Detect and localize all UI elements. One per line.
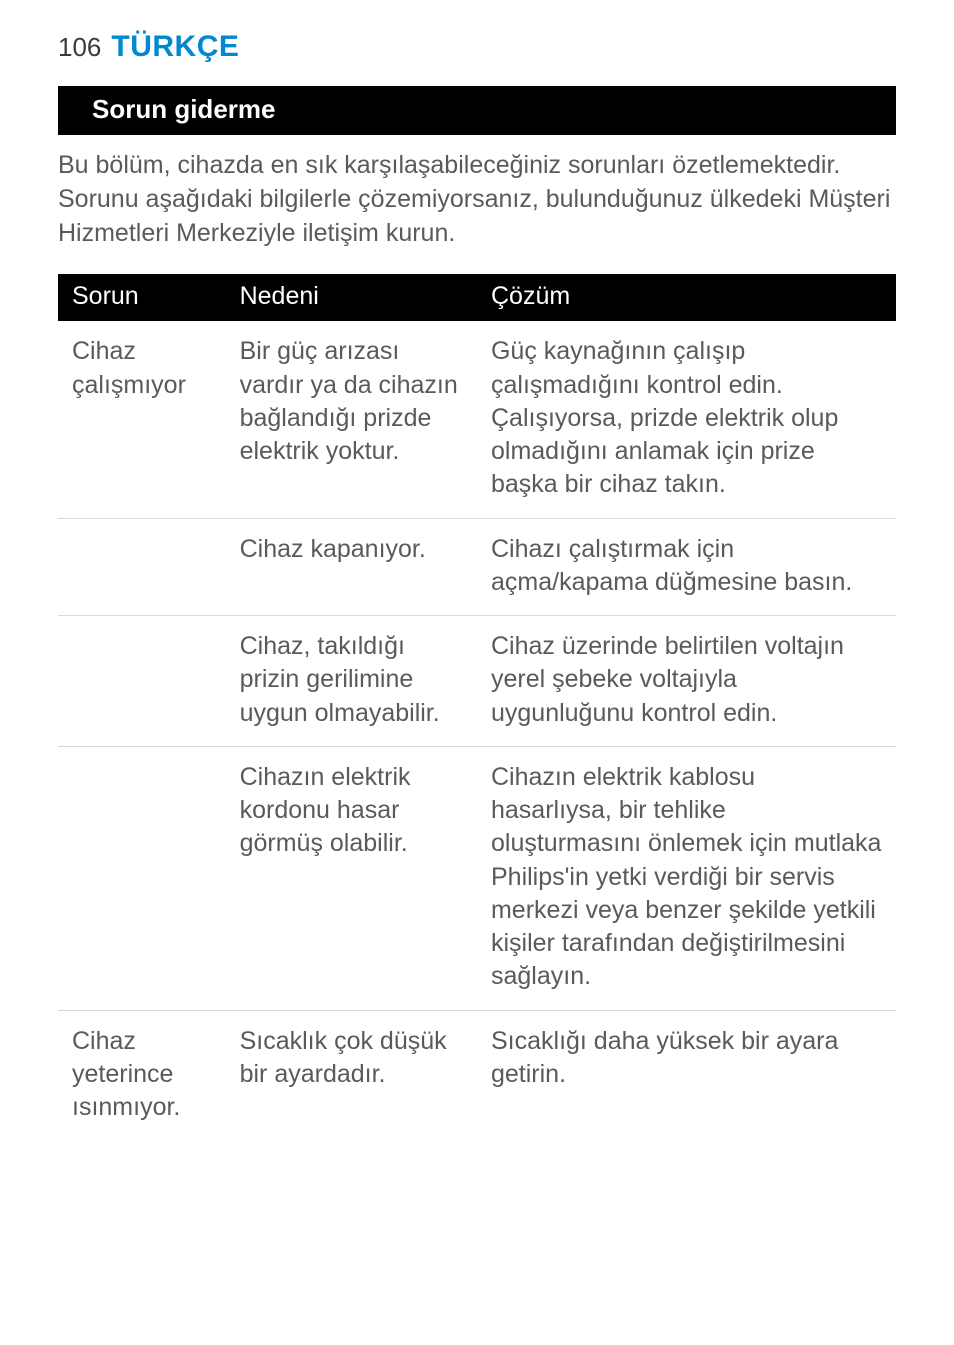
cell-solution: Cihazı çalıştırmak için açma/kapama düğm…	[477, 518, 896, 616]
section-intro-text: Bu bölüm, cihazda en sık karşılaşabilece…	[58, 149, 896, 250]
cell-cause: Sıcaklık çok düşük bir ayardadır.	[226, 1010, 477, 1140]
cell-solution: Sıcaklığı daha yüksek bir ayara getirin.	[477, 1010, 896, 1140]
cell-problem	[58, 616, 226, 747]
cell-solution: Cihazın elektrik kablosu hasarlıysa, bir…	[477, 746, 896, 1010]
cell-cause: Cihaz, takıldığı prizin gerilimine uygun…	[226, 616, 477, 747]
table-body: Cihaz çalışmıyor Bir güç arızası vardır …	[58, 321, 896, 1140]
cell-solution: Cihaz üzerinde belirtilen voltajın yerel…	[477, 616, 896, 747]
cell-problem: Cihaz çalışmıyor	[58, 321, 226, 518]
table-row: Cihaz, takıldığı prizin gerilimine uygun…	[58, 616, 896, 747]
col-header-problem: Sorun	[58, 274, 226, 321]
page-language: TÜRKÇE	[111, 30, 239, 64]
table-row: Cihaz çalışmıyor Bir güç arızası vardır …	[58, 321, 896, 518]
cell-cause: Bir güç arızası vardır ya da cihazın bağ…	[226, 321, 477, 518]
col-header-cause: Nedeni	[226, 274, 477, 321]
table-row: Cihazın elektrik kordonu hasar görmüş ol…	[58, 746, 896, 1010]
cell-problem	[58, 518, 226, 616]
cell-solution: Güç kaynağının çalışıp çalışmadığını kon…	[477, 321, 896, 518]
col-header-solution: Çözüm	[477, 274, 896, 321]
manual-page: 106 TÜRKÇE Sorun giderme Bu bölüm, cihaz…	[0, 0, 954, 1170]
section-title-bar: Sorun giderme	[58, 86, 896, 135]
cell-problem: Cihaz yeterince ısınmıyor.	[58, 1010, 226, 1140]
cell-problem	[58, 746, 226, 1010]
cell-cause: Cihazın elektrik kordonu hasar görmüş ol…	[226, 746, 477, 1010]
page-number: 106	[58, 32, 101, 63]
table-row: Cihaz kapanıyor. Cihazı çalıştırmak için…	[58, 518, 896, 616]
cell-cause: Cihaz kapanıyor.	[226, 518, 477, 616]
table-header-row: Sorun Nedeni Çözüm	[58, 274, 896, 321]
page-header: 106 TÜRKÇE	[58, 30, 896, 64]
table-row: Cihaz yeterince ısınmıyor. Sıcaklık çok …	[58, 1010, 896, 1140]
troubleshooting-table: Sorun Nedeni Çözüm Cihaz çalışmıyor Bir …	[58, 274, 896, 1140]
